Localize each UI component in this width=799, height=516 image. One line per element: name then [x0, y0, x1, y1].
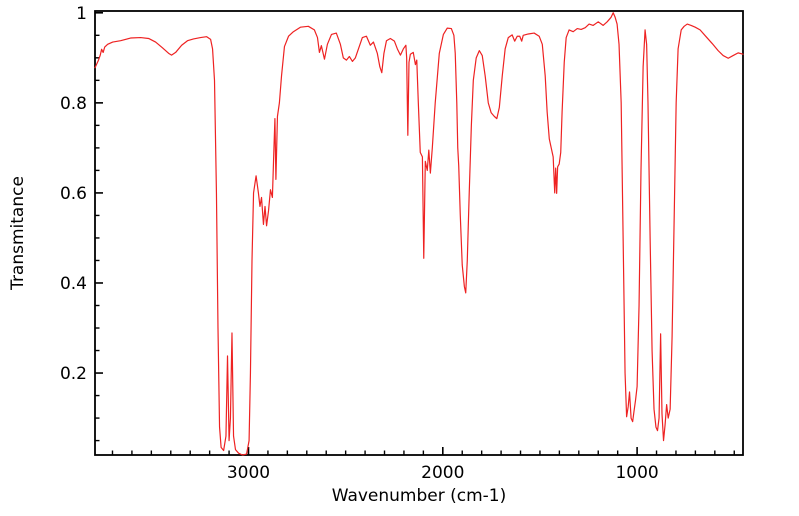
plot-frame — [94, 10, 744, 456]
y-tick-label: 0.2 — [60, 364, 87, 384]
y-tick-label: 1 — [76, 4, 87, 24]
x-tick-label: 1000 — [615, 463, 658, 483]
x-tick-label: 2000 — [421, 463, 464, 483]
y-tick-label: 0.8 — [60, 94, 87, 114]
y-tick-label: 0.4 — [60, 274, 87, 294]
plot-area: 3000 2000 1000 0.2 0.4 0.6 0.8 1 — [60, 4, 744, 483]
spectrum-line — [94, 12, 744, 456]
x-axis-label: Wavenumber (cm-1) — [332, 486, 507, 506]
x-tick-label: 3000 — [227, 463, 270, 483]
y-axis-label: Transmitance — [8, 176, 28, 291]
y-tick-label: 0.6 — [60, 184, 87, 204]
